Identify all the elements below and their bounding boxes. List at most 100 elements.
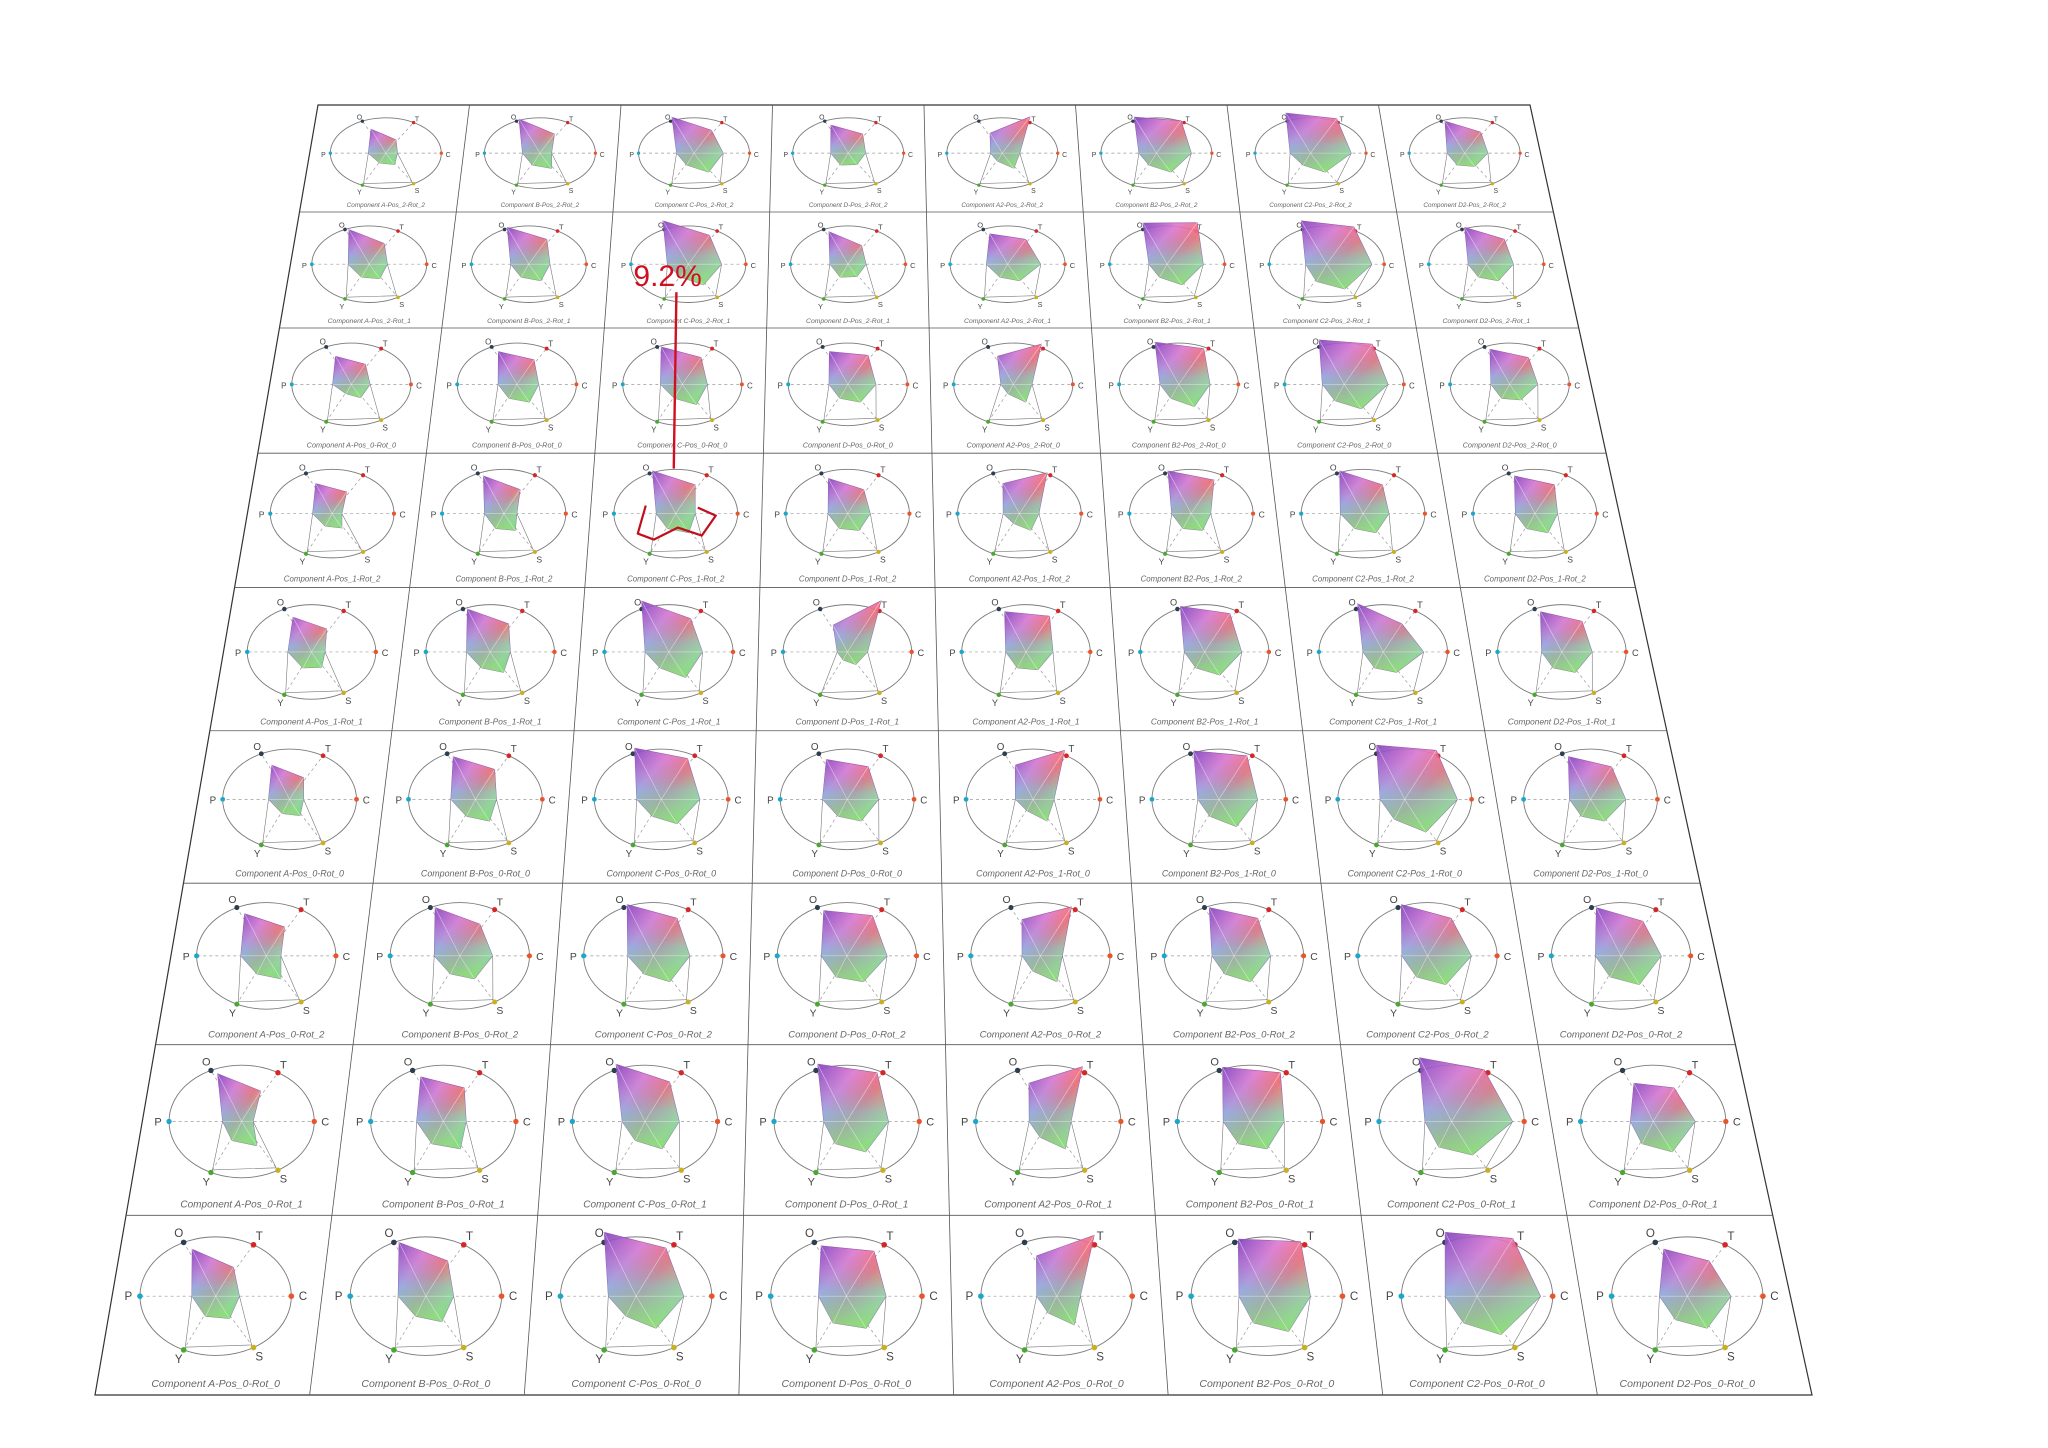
radar-axis-label-O: O [819, 115, 825, 122]
radar-facet-line [425, 1260, 448, 1297]
radar-axis-label-P: P [943, 381, 948, 390]
radar-lower-outline [306, 513, 362, 553]
radar-axis-dot-C [919, 1293, 925, 1299]
radar-facet-line [348, 229, 370, 265]
radar-facet-line [1561, 651, 1576, 673]
radar-facet-line [1652, 1121, 1673, 1153]
radar-axis-label-Y: Y [606, 1176, 614, 1188]
radar-facet-line [1489, 349, 1510, 385]
radar-axis-dot-C [907, 511, 912, 516]
radar-axis-dot-T [506, 753, 512, 759]
radar-axis-label-C: C [1478, 795, 1485, 806]
radar-facet-line [475, 799, 490, 822]
radar-axis-label-C: C [1310, 952, 1318, 963]
radar-cell: O T C S Y P Component C2-Pos_0-Rot_2 [1344, 895, 1512, 1040]
radar-facet-line [217, 1073, 242, 1122]
radar-axis-dot-S [1686, 1167, 1693, 1173]
radar-facet-line [518, 118, 541, 154]
radar-axis-label-P: P [767, 795, 774, 806]
radar-cell: O T C S Y P Component B-Pos_1-Rot_2 [431, 462, 578, 583]
radar-facet-line [1686, 1296, 1708, 1329]
radar-cell: O T C S Y P Component D-Pos_1-Rot_2 [774, 462, 921, 583]
radar-axis-label-S: S [399, 300, 404, 309]
radar-axis-label-O: O [816, 337, 822, 346]
radar-facet-line [1339, 470, 1364, 514]
radar-axis-label-Y: Y [1147, 425, 1153, 434]
radar-cell-caption: Component B2-Pos_0-Rot_0 [1199, 1378, 1334, 1390]
radar-axis-label-C: C [382, 648, 389, 658]
radar-cell-caption: Component D-Pos_0-Rot_0 [803, 441, 893, 450]
radar-axis-dot-Y [823, 183, 827, 187]
radar-axis-dot-P [406, 796, 411, 802]
radar-data-shade [450, 756, 497, 822]
radar-facet-line [1686, 1260, 1710, 1297]
radar-axis-dot-P [569, 1118, 576, 1125]
radar-lower-outline [184, 1296, 252, 1348]
radar-axis-label-S: S [1541, 423, 1546, 432]
radar-axis-label-O: O [1183, 742, 1191, 753]
radar-facet-line [231, 1121, 242, 1141]
radar-axis-label-C: C [1574, 381, 1580, 390]
radar-facet-line [847, 489, 865, 514]
radar-axis-dot-Y [282, 692, 287, 698]
radar-axis-label-S: S [1658, 1006, 1665, 1017]
radar-facet-line [688, 264, 704, 286]
radar-cell-caption: Component A2-Pos_0-Rot_2 [980, 1029, 1102, 1040]
radar-cell-caption: Component D2-Pos_1-Rot_2 [1484, 574, 1586, 583]
radar-axis-dot-C [584, 262, 589, 267]
radar-axis-label-T: T [690, 898, 697, 909]
radar-axis-label-T: T [1254, 744, 1260, 755]
radar-cell-caption: Component C2-Pos_0-Rot_2 [1366, 1029, 1489, 1040]
radar-facet-line [1204, 613, 1231, 653]
radar-lower-outline [642, 651, 703, 693]
radar-lower-outline [1025, 1296, 1093, 1348]
radar-axis-label-S: S [1238, 696, 1244, 706]
radar-axis-label-S: S [1464, 1006, 1471, 1017]
radar-cell: O T C S Y P Component A2-Pos_1-Rot_0 [953, 742, 1113, 878]
radar-facet-line [1596, 907, 1622, 956]
radar-axis-label-Y: Y [1211, 1176, 1219, 1188]
radar-facet-line [450, 955, 461, 975]
radar-facet-line [1590, 799, 1605, 822]
radar-axis-dot-O [180, 1239, 187, 1246]
radar-axis-dot-C [288, 1293, 295, 1299]
radar-axis-dot-C [1521, 1118, 1527, 1125]
radar-axis-dot-T [1283, 1070, 1289, 1076]
radar-facet-line [335, 356, 352, 385]
radar-cell: O T C S Y P Component D-Pos_2-Rot_1 [781, 220, 917, 324]
radar-axis-dot-O [823, 119, 827, 123]
radar-data-shade [1540, 611, 1593, 673]
radar-cell-caption: Component C2-Pos_0-Rot_1 [1387, 1200, 1516, 1211]
radar-axis-dot-O [208, 1067, 214, 1074]
radar-axis-label-O: O [1436, 115, 1442, 122]
radar-axis-label-Y: Y [511, 190, 516, 197]
radar-lower-outline [1462, 264, 1514, 298]
radar-data-shade [287, 617, 327, 668]
radar-facet-line [662, 220, 689, 265]
radar-axis-label-T: T [676, 1230, 683, 1243]
radar-axis-label-P: P [414, 648, 420, 658]
radar-axis-dot-O [1460, 227, 1464, 232]
radar-axis-dot-P [469, 262, 474, 267]
radar-axis-dot-Y [258, 842, 264, 848]
radar-axis-label-C: C [1430, 510, 1436, 520]
radar-data-shade [368, 129, 398, 165]
radar-axis-label-P: P [1485, 648, 1491, 658]
radar-axis-dot-C [914, 953, 920, 959]
radar-facet-line [1167, 470, 1192, 514]
radar-axis-dot-Y [647, 551, 652, 556]
radar-axis-dot-C [708, 1293, 715, 1299]
radar-axis-dot-Y [814, 1001, 820, 1007]
radar-axis-T [266, 909, 302, 957]
radar-facet-line [1218, 755, 1248, 800]
radar-cell-caption: Component B2-Pos_1-Rot_2 [1141, 574, 1243, 583]
radar-facet-line [1032, 750, 1065, 800]
radar-axis-dot-Y [662, 297, 666, 301]
radar-cell-caption: Component D-Pos_2-Rot_2 [809, 202, 888, 209]
radar-lower-outline [1399, 955, 1472, 1003]
radar-axis-dot-T [1537, 346, 1542, 351]
radar-facet-line [1013, 343, 1042, 385]
radar-facet-line [846, 1121, 866, 1153]
radar-axis-dot-S [1220, 549, 1225, 555]
radar-axis-dot-T [1513, 229, 1517, 233]
